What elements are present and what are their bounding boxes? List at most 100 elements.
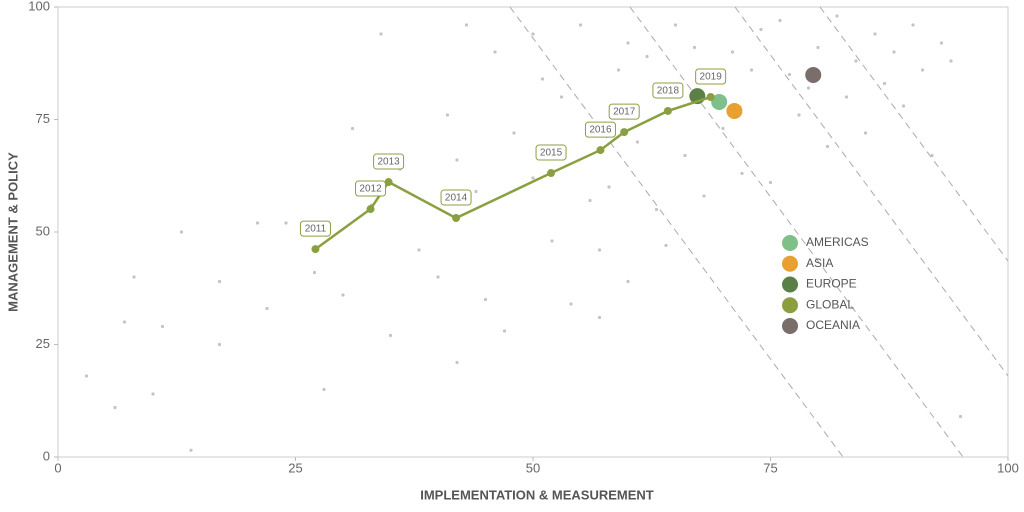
year-label-text: 2015 <box>540 148 563 159</box>
background-point <box>179 230 184 234</box>
x-tick-label: 75 <box>763 460 777 475</box>
background-point <box>616 68 621 72</box>
background-point <box>692 45 697 50</box>
background-point <box>483 297 488 302</box>
year-label-text: 2016 <box>589 125 612 136</box>
background-point <box>341 293 345 297</box>
data-point <box>726 102 743 119</box>
data-point <box>706 93 715 101</box>
year-label: 2015 <box>535 144 567 161</box>
background-point <box>512 131 516 135</box>
year-label: 2013 <box>373 153 405 170</box>
year-label-text: 2011 <box>305 224 327 235</box>
legend-marker <box>782 318 798 334</box>
y-tick-label: 50 <box>36 223 50 238</box>
year-label: 2018 <box>652 82 684 99</box>
legend-marker <box>782 235 798 251</box>
year-label-text: 2014 <box>445 193 468 204</box>
background-point <box>626 41 630 45</box>
background-point <box>939 41 944 45</box>
background-point <box>189 448 193 452</box>
background-point <box>673 23 678 27</box>
background-point <box>816 45 820 50</box>
iso-line <box>509 7 844 457</box>
background-point <box>702 194 706 198</box>
data-point <box>452 214 461 223</box>
background-point <box>284 221 288 225</box>
plot-frame <box>57 6 1009 458</box>
year-label-box <box>440 189 472 206</box>
background-point <box>892 50 896 54</box>
year-label-box <box>355 180 387 197</box>
year-label-box <box>652 82 684 99</box>
data-point <box>663 106 672 115</box>
year-label-text: 2013 <box>377 157 400 168</box>
background-point <box>436 275 440 279</box>
background-point <box>730 50 735 54</box>
data-point <box>384 178 393 187</box>
legend-label: AMERICAS <box>806 235 869 249</box>
background-point <box>958 414 963 419</box>
background-point <box>806 86 811 90</box>
background-point <box>787 72 792 77</box>
legend-label: OCEANIA <box>806 318 860 332</box>
iso-line <box>734 7 1008 377</box>
background-point <box>873 32 877 36</box>
background-point <box>654 207 659 212</box>
y-tick-label: 75 <box>36 111 50 126</box>
background-point <box>455 360 459 365</box>
background-point <box>597 248 602 252</box>
background-point <box>379 32 383 36</box>
background-point <box>531 176 535 180</box>
data-point <box>805 66 822 83</box>
year-label-text: 2018 <box>657 86 680 97</box>
background-point <box>312 270 317 275</box>
y-tick-label: 0 <box>43 448 50 463</box>
year-label-text: 2017 <box>613 107 636 118</box>
background-point <box>464 23 469 27</box>
year-label: 2019 <box>695 68 727 85</box>
x-tick-label: 50 <box>526 460 540 475</box>
background-point <box>740 171 744 176</box>
background-point <box>474 189 478 194</box>
background-point <box>844 95 849 99</box>
background-point <box>217 279 222 284</box>
year-label: 2011 <box>299 220 331 237</box>
background-point <box>84 374 89 378</box>
background-point <box>721 126 725 131</box>
legend-marker <box>782 276 798 293</box>
background-point <box>445 113 450 117</box>
legend-marker <box>782 297 798 314</box>
trend-line <box>314 95 712 251</box>
background-point <box>749 68 754 72</box>
background-point <box>493 50 497 54</box>
background-point <box>949 59 953 63</box>
year-label-text: 2012 <box>359 184 382 195</box>
legend-label: EUROPE <box>806 277 857 291</box>
background-point <box>217 342 222 347</box>
year-label: 2016 <box>584 121 616 138</box>
year-label-box <box>608 103 640 120</box>
background-point <box>255 221 260 225</box>
data-point <box>311 245 320 254</box>
x-tick-label: 100 <box>997 460 1019 475</box>
background-point <box>417 248 421 252</box>
year-label-box <box>299 220 331 237</box>
y-axis-title: MANAGEMENT & POLICY <box>5 152 20 312</box>
background-point <box>664 243 668 248</box>
background-point <box>683 153 687 158</box>
background-point <box>597 315 602 320</box>
background-point <box>635 140 640 144</box>
data-point <box>711 93 728 110</box>
background-point <box>835 14 839 18</box>
year-label: 2012 <box>355 180 387 197</box>
legend-label: GLOBAL <box>806 297 854 311</box>
background-point <box>768 180 773 185</box>
background-point <box>350 126 355 131</box>
iso-line <box>819 7 1008 262</box>
background-point <box>645 54 649 59</box>
x-tick-label: 0 <box>54 460 61 475</box>
background-point <box>540 77 545 81</box>
background-point <box>854 59 858 63</box>
